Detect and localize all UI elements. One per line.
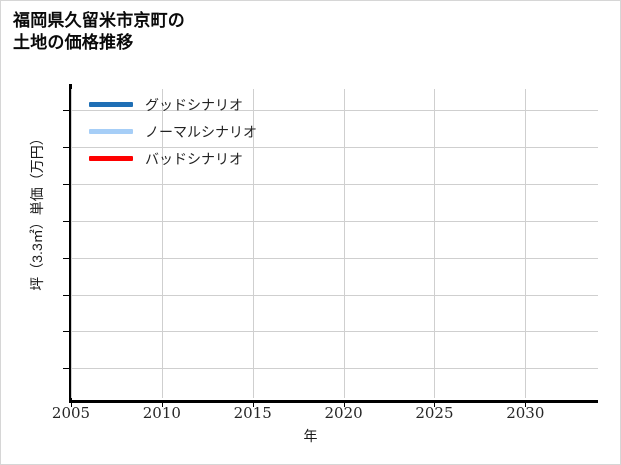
plot-background [71,89,598,398]
x-tick-label: 2030 [506,404,545,422]
gridline-horizontal [71,184,598,185]
y-axis-label: 坪（3.3㎡）単価（万円） [29,131,45,291]
gridline-vertical [344,89,345,398]
x-tick-mark [71,400,72,407]
x-tick-label: 2010 [142,404,181,422]
legend-label: グッドシナリオ [145,96,243,113]
x-tick-mark [162,400,163,407]
x-tick-label: 2020 [324,404,363,422]
y-tick-mark [63,184,70,185]
y-tick-mark [63,221,70,222]
y-tick-mark [63,110,70,111]
x-tick-mark [525,400,526,407]
legend-swatch-icon [89,102,133,107]
gridline-horizontal [71,295,598,296]
x-tick-label: 2025 [415,404,454,422]
legend-item-normal[interactable]: ノーマルシナリオ [89,118,319,145]
gridline-horizontal [71,258,598,259]
gridline-vertical [434,89,435,398]
gridline-horizontal [71,147,598,148]
legend-item-good[interactable]: グッドシナリオ [89,91,319,118]
y-tick-mark [63,331,70,332]
gridline-horizontal [71,368,598,369]
gridline-vertical [71,89,72,398]
chart-title: 福岡県久留米市京町の 土地の価格推移 [13,11,185,53]
x-tick-mark [253,400,254,407]
legend-label: ノーマルシナリオ [145,123,257,140]
legend-item-bad[interactable]: バッドシナリオ [89,145,319,172]
gridline-horizontal [71,221,598,222]
x-tick-mark [434,400,435,407]
y-tick-mark [63,295,70,296]
x-tick-label: 2015 [233,404,272,422]
gridline-horizontal [71,110,598,111]
gridline-vertical [525,89,526,398]
y-tick-mark [63,147,70,148]
gridline-horizontal [71,331,598,332]
x-tick-label: 2005 [51,404,91,422]
plot-area [71,89,598,398]
y-tick-mark [63,258,70,259]
x-axis-label: 年 [303,428,318,444]
x-tick-mark [344,400,345,407]
x-axis-spine [69,400,598,403]
chart-legend: グッドシナリオ ノーマルシナリオ バッドシナリオ [89,91,319,172]
gridline-vertical [162,89,163,398]
legend-swatch-icon [89,156,133,161]
gridline-vertical [253,89,254,398]
legend-swatch-icon [89,129,133,134]
y-axis-spine [69,84,72,403]
legend-label: バッドシナリオ [145,150,243,167]
y-tick-mark [63,368,70,369]
